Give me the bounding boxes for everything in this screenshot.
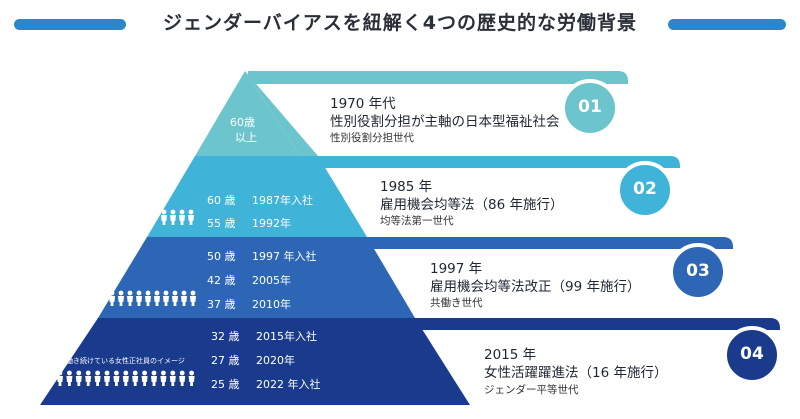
panel-tier-4: [430, 330, 748, 400]
title-bar-right: [668, 19, 786, 30]
panel-tier-2: [320, 168, 638, 232]
tier-2-join-2: 1992年: [252, 217, 291, 230]
person-icon: [118, 290, 124, 306]
person-icon: [181, 290, 187, 306]
panel-tier-3: [374, 249, 692, 313]
person-icon: [163, 290, 169, 306]
tier-3-year: 1997 年: [430, 261, 483, 277]
person-icon: [66, 370, 73, 386]
pyramid-tier-1: [195, 71, 300, 156]
tier-4-join-3: 2022 年入社: [256, 378, 321, 391]
badge-number-01: 01: [578, 97, 602, 117]
badge-01-inner: [569, 87, 611, 129]
tier-3-join-3: 2010年: [252, 298, 291, 311]
person-icon: [109, 290, 115, 306]
tier-4-age-1: 32 歳: [211, 330, 240, 343]
person-icon: [161, 209, 167, 225]
badge-number-04: 04: [740, 344, 764, 364]
tier-4-age-3: 25 歳: [211, 378, 240, 391]
tier-3-law: 雇用機会均等法改正（99 年施行）: [430, 279, 641, 295]
badge-number-03: 03: [686, 261, 710, 281]
tier-3-join-1: 1997 年入社: [252, 250, 317, 263]
panel-tier-1: [265, 84, 585, 148]
person-icon: [113, 370, 120, 386]
person-icon: [104, 370, 110, 386]
person-icon: [122, 370, 129, 386]
ribbon-tier-1: [248, 71, 628, 84]
person-icon: [172, 290, 178, 306]
people-icons-tier-3: [109, 290, 196, 306]
pyramid-tier-1-right: [245, 71, 318, 156]
person-icon: [179, 370, 186, 386]
person-icon: [190, 290, 196, 306]
tier-3-age-3: 37 歳: [207, 298, 236, 311]
tier-1-year: 1970 年代: [330, 96, 396, 112]
person-icon: [136, 290, 142, 306]
person-icon: [85, 370, 92, 386]
badge-number-02: 02: [633, 179, 657, 199]
page-title: ジェンダーバイアスを紐解く4つの歴史的な労働背景: [162, 12, 638, 34]
ribbon-tier-2: [300, 156, 680, 168]
person-icon: [188, 370, 195, 386]
tier-2-age-2: 55 歳: [207, 217, 236, 230]
person-icon: [57, 370, 63, 386]
tier-4-law: 女性活躍躍進法（16 年施行）: [484, 365, 668, 381]
person-icon: [75, 370, 82, 386]
tier-1-age-1: 60歳: [230, 116, 255, 129]
tier-1-generation: 性別役割分担世代: [330, 132, 414, 144]
badge-04: [723, 326, 781, 384]
person-icon: [170, 209, 176, 225]
tier-1-age-2: 以上: [235, 131, 257, 144]
tier-2-law: 雇用機会均等法（86 年施行）: [380, 197, 564, 213]
tier-4-caption: 働き続けている女性正社員のイメージ: [66, 357, 185, 365]
tier-3-join-2: 2005年: [252, 274, 291, 287]
tier-3-generation: 共働き世代: [430, 297, 483, 309]
tier-2-age-1: 60 歳: [207, 194, 236, 207]
person-icon: [160, 370, 167, 386]
people-icons-tier-4: [57, 370, 195, 386]
pyramid-tier-4: [40, 318, 470, 405]
badge-03: [669, 243, 727, 301]
ribbon-tier-4: [410, 318, 780, 330]
ribbon-tier-3: [355, 237, 733, 249]
person-icon: [127, 290, 133, 306]
tier-2-join-1: 1987年入社: [252, 194, 313, 207]
tier-3-age-2: 42 歳: [207, 274, 236, 287]
person-icon: [145, 290, 151, 306]
person-icon: [179, 209, 185, 225]
people-icons-tier-2: [161, 209, 194, 225]
badge-02: [616, 161, 674, 219]
tier-2-year: 1985 年: [380, 179, 433, 195]
tier-4-generation: ジェンダー平等世代: [484, 384, 579, 396]
tier-4-join-2: 2020年: [256, 354, 295, 367]
person-icon: [154, 290, 160, 306]
person-icon: [169, 370, 176, 386]
pyramid-tier-2: [147, 156, 367, 237]
person-icon: [188, 209, 194, 225]
tier-4-year: 2015 年: [484, 347, 537, 363]
title-bar-left: [14, 19, 126, 30]
person-icon: [94, 370, 101, 386]
tier-4-age-2: 27 歳: [211, 354, 240, 367]
tier-3-age-1: 50 歳: [207, 250, 236, 263]
tier-1-law: 性別役割分担が主軸の日本型福祉社会: [330, 114, 560, 130]
person-icon: [132, 370, 139, 386]
tier-4-join-1: 2015年入社: [256, 330, 317, 343]
person-icon: [151, 370, 157, 386]
person-icon: [141, 370, 148, 386]
tier-2-generation: 均等法第一世代: [380, 215, 454, 227]
